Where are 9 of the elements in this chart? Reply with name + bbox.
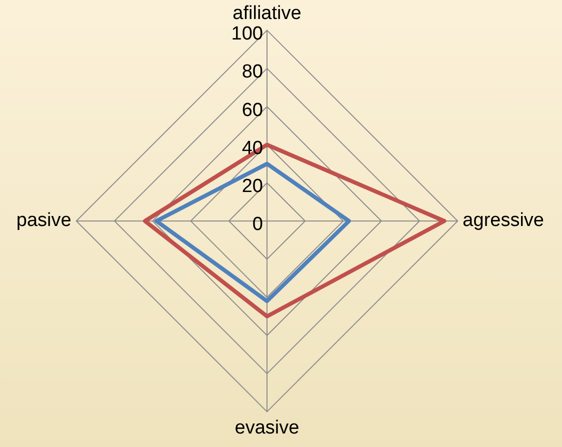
y-tick-label: 100 bbox=[231, 24, 263, 45]
y-tick-label: 60 bbox=[242, 100, 263, 121]
y-tick-label: 20 bbox=[242, 176, 263, 198]
y-tick-label: 80 bbox=[242, 62, 263, 83]
spoke-label: afiliative bbox=[232, 3, 302, 24]
spoke-label: evasive bbox=[234, 417, 300, 438]
spoke-label: pasive bbox=[16, 210, 72, 232]
spoke-label: agressive bbox=[462, 210, 544, 232]
y-tick-label: 0 bbox=[252, 214, 263, 236]
